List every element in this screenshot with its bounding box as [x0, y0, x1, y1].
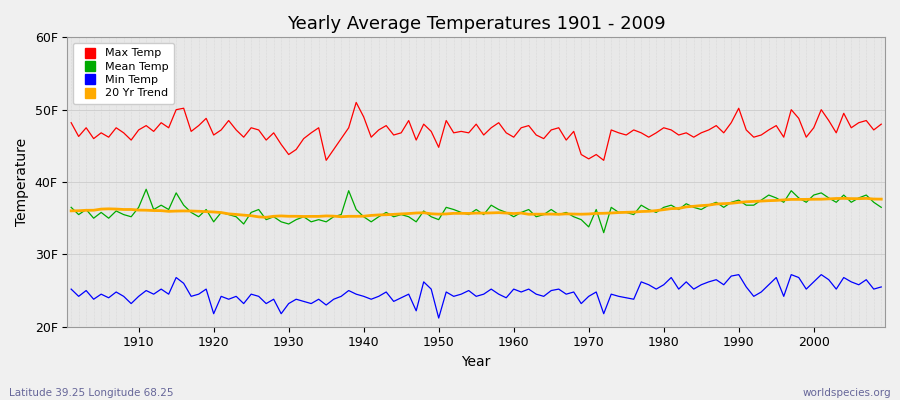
Y-axis label: Temperature: Temperature	[15, 138, 29, 226]
Legend: Max Temp, Mean Temp, Min Temp, 20 Yr Trend: Max Temp, Mean Temp, Min Temp, 20 Yr Tre…	[73, 43, 175, 104]
Title: Yearly Average Temperatures 1901 - 2009: Yearly Average Temperatures 1901 - 2009	[287, 15, 665, 33]
Text: Latitude 39.25 Longitude 68.25: Latitude 39.25 Longitude 68.25	[9, 388, 174, 398]
X-axis label: Year: Year	[462, 355, 490, 369]
Text: worldspecies.org: worldspecies.org	[803, 388, 891, 398]
